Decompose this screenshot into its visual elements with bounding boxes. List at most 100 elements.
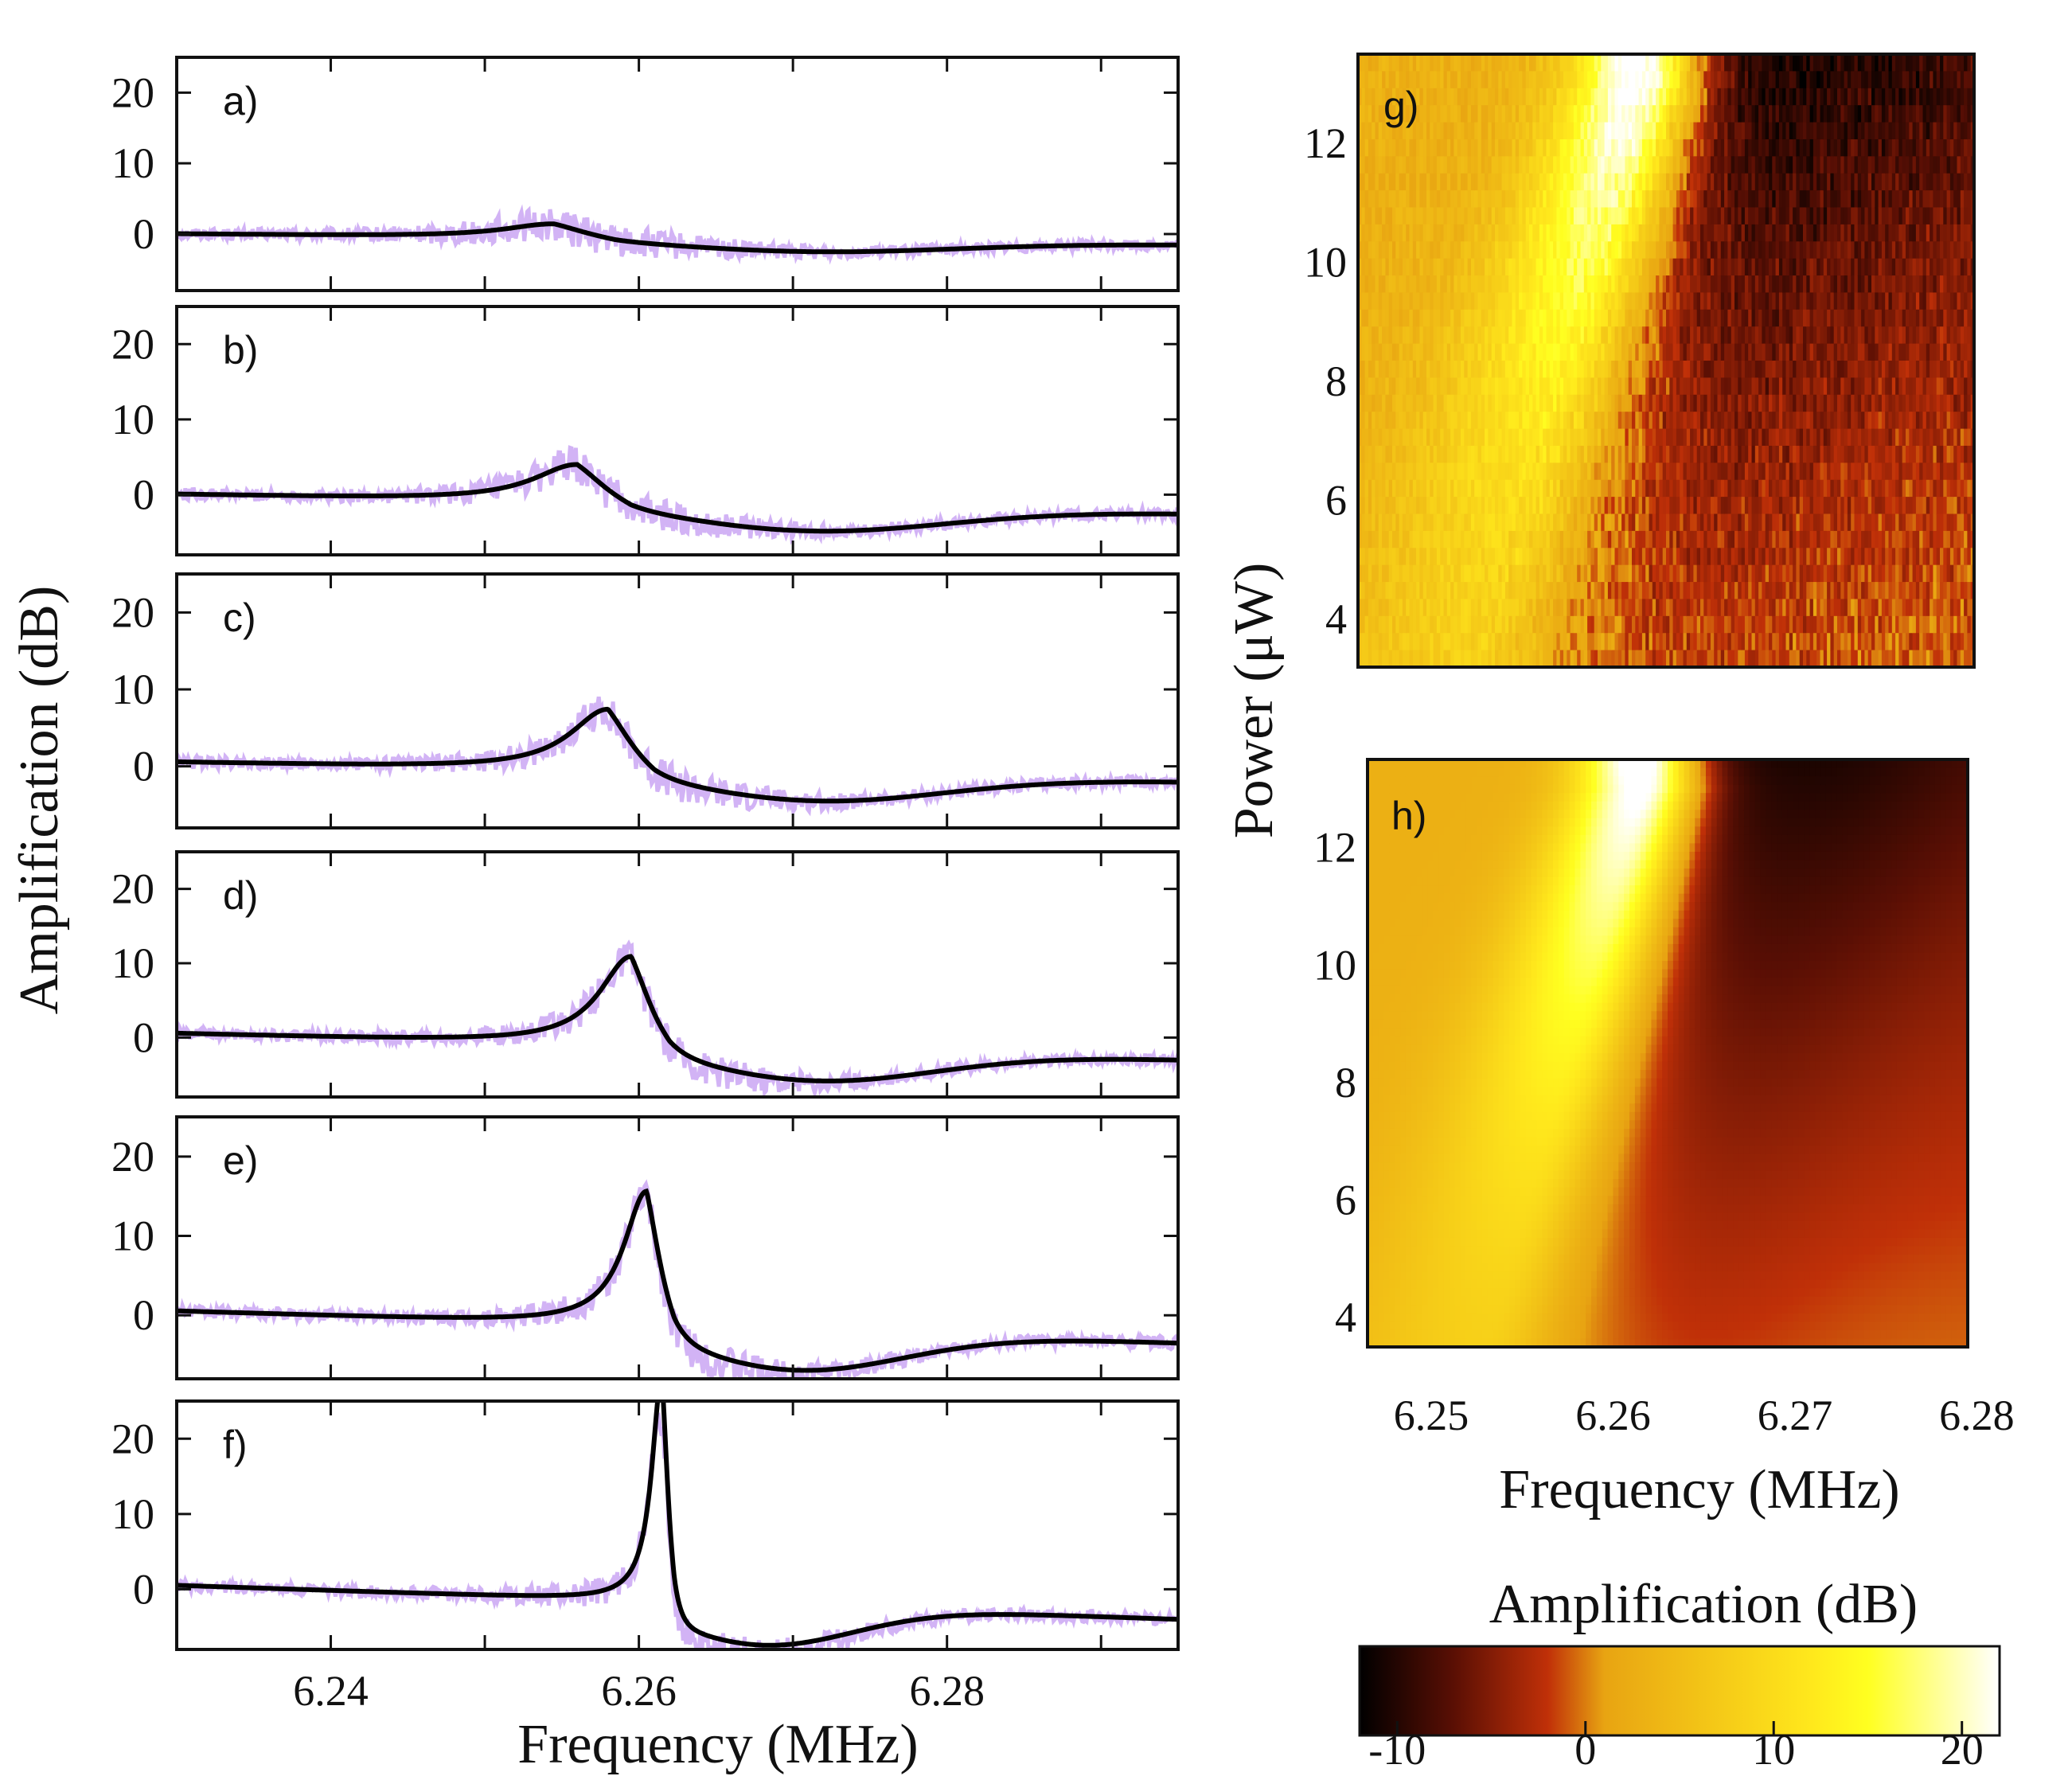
heatmap-cell — [1686, 428, 1691, 447]
heatmap-cell — [1734, 582, 1739, 600]
heatmap-cell — [1710, 207, 1715, 225]
heatmap-cell — [1508, 71, 1513, 89]
heatmap-cell — [1662, 139, 1667, 158]
heatmap-cell — [1461, 292, 1465, 310]
heatmap-cell — [1738, 275, 1742, 294]
heatmap-cell — [1614, 615, 1619, 634]
heatmap-cell — [1738, 377, 1742, 396]
heatmap-cell — [1495, 513, 1500, 532]
heatmap-cell — [1590, 582, 1595, 600]
heatmap-cell — [1522, 361, 1527, 379]
heatmap-cell — [1477, 207, 1482, 225]
heatmap-cell — [1495, 548, 1500, 566]
heatmap-cell — [1809, 445, 1814, 464]
heatmap-cell — [1543, 71, 1547, 89]
heatmap-cell — [1532, 497, 1537, 515]
heatmap-cell — [1649, 343, 1653, 361]
heatmap-cell — [1645, 71, 1650, 89]
heatmap-cell — [1601, 394, 1606, 412]
heatmap-cell — [1793, 513, 1797, 532]
heatmap-cell — [1416, 326, 1421, 345]
heatmap-cell — [1734, 71, 1739, 89]
heatmap-cell — [1621, 445, 1626, 464]
heatmap-cell — [1477, 241, 1482, 260]
heatmap-cell — [1775, 224, 1780, 243]
heatmap-cell — [1436, 412, 1441, 430]
heatmap-cell — [1778, 428, 1783, 447]
heatmap-cell — [1741, 497, 1746, 515]
heatmap-cell — [1409, 88, 1414, 106]
heatmap-cell — [1525, 615, 1530, 634]
heatmap-cell — [1659, 497, 1664, 515]
heatmap-cell — [1645, 326, 1650, 345]
heatmap-cell — [1707, 224, 1711, 243]
heatmap-cell — [1433, 224, 1438, 243]
heatmap-cell — [1617, 361, 1622, 379]
heatmap-cell — [1412, 394, 1417, 412]
heatmap-cell — [1676, 309, 1680, 328]
heatmap-cell — [1680, 326, 1684, 345]
heatmap-cell — [1693, 190, 1698, 209]
heatmap-cell — [1515, 650, 1520, 667]
heatmap-cell — [1440, 599, 1445, 617]
heatmap-cell — [1625, 54, 1629, 72]
heatmap-cell — [1485, 599, 1489, 617]
heatmap-cell — [1515, 412, 1520, 430]
heatmap-cell — [1519, 428, 1524, 447]
heatmap-cell — [1765, 309, 1770, 328]
heatmap-cell — [1467, 633, 1472, 651]
heatmap-cell — [1392, 513, 1397, 532]
heatmap-cell — [1577, 54, 1582, 72]
heatmap-cell — [1765, 241, 1770, 260]
heatmap-cell — [1656, 513, 1660, 532]
heatmap-cell — [1614, 71, 1619, 89]
heatmap-cell — [1806, 479, 1811, 498]
heatmap-cell — [1748, 224, 1753, 243]
heatmap-cell — [1553, 394, 1558, 412]
heatmap-cell — [1778, 207, 1783, 225]
heatmap-cell — [1686, 122, 1691, 140]
heatmap-cell — [1409, 71, 1414, 89]
heatmap-cell — [1481, 497, 1485, 515]
heatmap-cell — [1601, 258, 1606, 276]
heatmap-cell — [1710, 361, 1715, 379]
heatmap-cell — [1529, 530, 1534, 549]
heatmap-cell — [1680, 54, 1684, 72]
heatmap-cell — [1632, 224, 1637, 243]
heatmap-cell — [1443, 599, 1448, 617]
heatmap-cell — [1645, 650, 1650, 667]
heatmap-cell — [1378, 599, 1383, 617]
heatmap-cell — [1789, 71, 1793, 89]
heatmap-cell — [1659, 599, 1664, 617]
heatmap-cell — [1378, 361, 1383, 379]
heatmap-cell — [1806, 615, 1811, 634]
heatmap-cell — [1809, 173, 1814, 191]
heatmap-cell — [1426, 497, 1431, 515]
heatmap-cell — [1758, 275, 1763, 294]
heatmap-cell — [1361, 599, 1366, 617]
heatmap-cell — [1680, 105, 1684, 123]
heatmap-cell — [1388, 224, 1393, 243]
heatmap-cell — [1641, 207, 1646, 225]
heatmap-cell — [1488, 326, 1493, 345]
heatmap-cell — [1461, 599, 1465, 617]
heatmap-cell — [1717, 377, 1722, 396]
heatmap-cell — [1474, 564, 1479, 583]
heatmap-cell — [1769, 258, 1773, 276]
heatmap-cell — [1638, 548, 1643, 566]
heatmap-cell — [1495, 394, 1500, 412]
heatmap-cell — [1419, 241, 1424, 260]
heatmap-cell — [1758, 548, 1763, 566]
heatmap-cell — [1796, 530, 1801, 549]
heatmap-cell — [1700, 207, 1705, 225]
heatmap-cell — [1446, 599, 1451, 617]
heatmap-cell — [1769, 309, 1773, 328]
heatmap-cell — [1409, 207, 1414, 225]
heatmap-cell — [1546, 428, 1551, 447]
heatmap-cell — [1785, 479, 1790, 498]
heatmap-cell — [1464, 88, 1469, 106]
heatmap-cell — [1652, 88, 1656, 106]
heatmap-cell — [1693, 156, 1698, 174]
heatmap-cell — [1676, 463, 1680, 481]
